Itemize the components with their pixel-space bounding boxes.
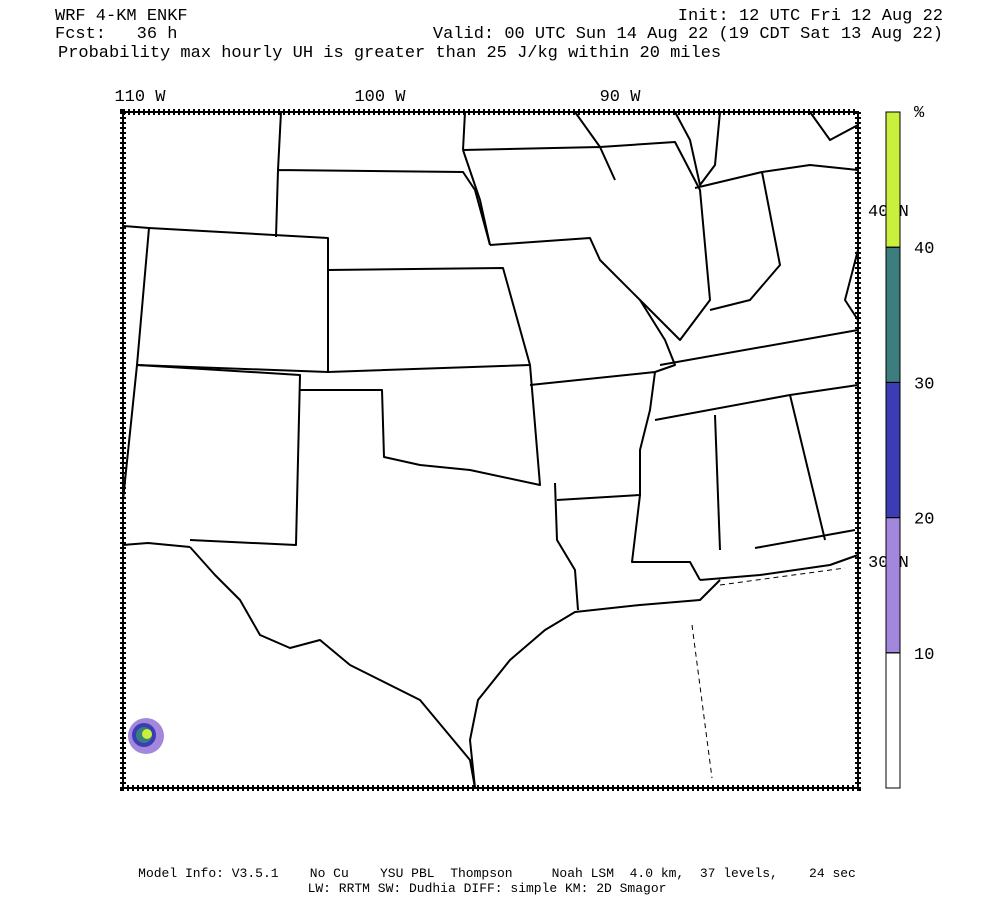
valid-time: Valid: 00 UTC Sun 14 Aug 22 (19 CDT Sat … — [433, 25, 943, 44]
lon-label: 90 W — [600, 88, 642, 107]
colorbar-label: 10 — [914, 646, 934, 665]
colorbar-band — [885, 652, 901, 789]
colorbar-band — [885, 246, 901, 383]
colorbar-band — [885, 381, 901, 519]
lon-label: 110 W — [114, 88, 166, 107]
colorbar-band — [885, 111, 901, 248]
colorbar-label: 40 — [914, 240, 934, 259]
map — [120, 109, 861, 791]
field-title: Probability max hourly UH is greater tha… — [58, 44, 721, 63]
colorbar-label: 20 — [914, 511, 934, 530]
lon-label: 100 W — [354, 88, 406, 107]
colorbar-unit: % — [914, 104, 925, 123]
forecast-hour: Fcst: 36 h — [55, 25, 177, 44]
colorbar-band — [885, 517, 901, 654]
colorbar-label: 30 — [914, 375, 934, 394]
colorbar: 10 20 30 40 — [885, 111, 934, 789]
footer-line: LW: RRTM SW: Dudhia DIFF: simple KM: 2D … — [308, 881, 667, 896]
footer-line: Model Info: V3.5.1 No Cu YSU PBL Thompso… — [138, 866, 856, 881]
model-name: WRF 4-KM ENKF — [55, 7, 188, 26]
init-time: Init: 12 UTC Fri 12 Aug 22 — [678, 7, 943, 26]
